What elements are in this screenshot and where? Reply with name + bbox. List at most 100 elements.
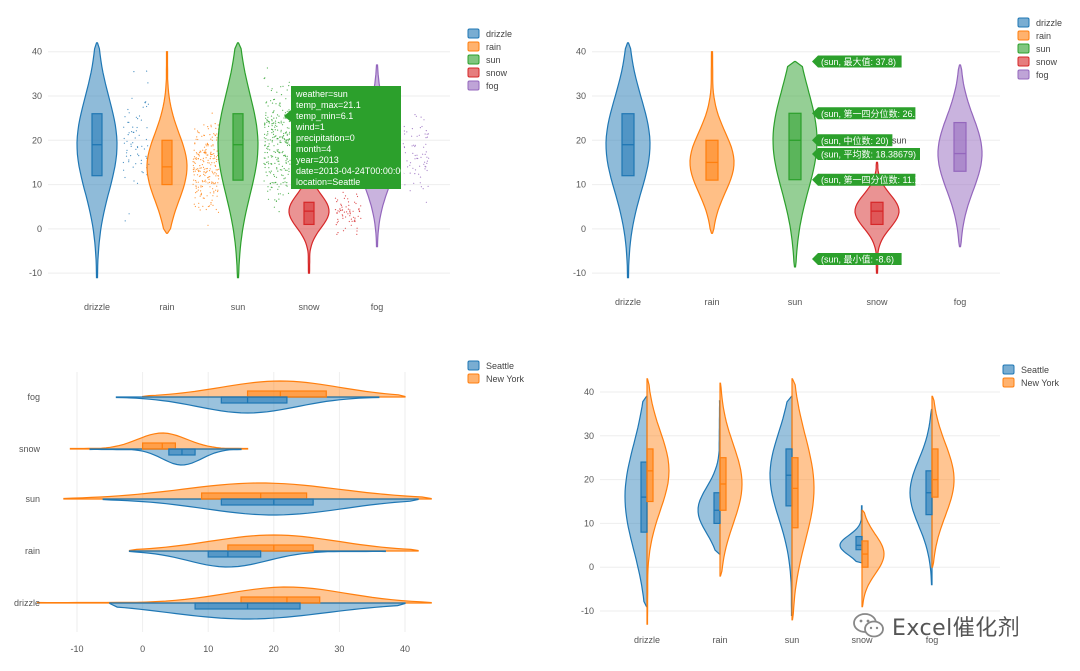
chart1-point [267, 146, 269, 148]
chart3-xtick-0: -10 [70, 644, 83, 654]
wechat-icon [853, 613, 884, 638]
chart1-point [356, 230, 358, 232]
chart1-point [288, 168, 290, 170]
chart1-point [282, 182, 284, 184]
chart1-point [281, 174, 283, 176]
chart1-point [264, 123, 266, 125]
chart1-point [214, 157, 216, 159]
chart1-point [214, 164, 216, 167]
chart1-point [426, 136, 428, 138]
chart1-point [280, 141, 282, 144]
chart4-ytick-1: 0 [589, 562, 594, 572]
chart1-point [213, 133, 215, 135]
chart1-point [203, 171, 205, 173]
chart1-point [284, 132, 287, 134]
chart1-point [137, 118, 139, 120]
chart1-point [419, 165, 421, 167]
chart2-sun-box [788, 112, 802, 181]
chart1-point [285, 98, 287, 100]
chart3-newyork-sun-box [201, 492, 308, 500]
chart1-point [216, 185, 218, 187]
chart1-point [271, 186, 273, 189]
chart1-point [336, 212, 338, 214]
chart1-point [210, 156, 212, 158]
chart1-point [196, 191, 198, 193]
chart3-ytick-1: rain [25, 546, 40, 556]
chart1-point [209, 168, 211, 170]
chart1-point [206, 195, 208, 197]
chart1-point [195, 168, 197, 170]
chart1-point [202, 181, 204, 183]
chart2-hover-series-label: sun [892, 135, 907, 145]
chart1-point [286, 110, 288, 112]
chart1-point [208, 170, 211, 172]
chart1-point [199, 150, 201, 152]
chart1-point [130, 145, 132, 147]
chart1-point [268, 167, 270, 169]
chart1-point [279, 169, 281, 171]
chart1-point [268, 171, 270, 173]
chart1-point [264, 126, 266, 128]
chart4-violin-seattle-snow [839, 505, 863, 564]
chart1-point [284, 112, 287, 114]
chart1-point [336, 233, 338, 235]
chart1-sun-box [232, 113, 244, 181]
chart1-point [268, 143, 270, 145]
chart1-point [337, 218, 339, 220]
chart2-hover-box-1 [812, 107, 916, 120]
chart1-point [264, 157, 266, 159]
chart1-point [268, 125, 270, 127]
chart1-point [275, 103, 277, 105]
chart1-point [276, 149, 278, 151]
chart1-point [286, 144, 289, 147]
chart1-point [347, 213, 349, 215]
chart1-point [274, 151, 276, 153]
chart4-legend-label-1: New York [1021, 378, 1060, 388]
chart1-point [271, 123, 273, 125]
chart1-point [126, 149, 128, 151]
chart1-point [278, 211, 280, 213]
chart1-point [195, 187, 197, 189]
chart2-legend-swatch-0 [1017, 17, 1030, 28]
chart1-point [360, 217, 362, 219]
chart1-point [341, 209, 343, 211]
chart1-point [275, 176, 278, 178]
chart1-point [287, 192, 290, 194]
chart1-point [193, 203, 195, 205]
chart3-newyork-drizzle-box [240, 596, 321, 604]
chart1-point [123, 137, 125, 140]
chart1-point [288, 85, 290, 87]
chart1-point [216, 150, 218, 152]
chart1-point [205, 149, 207, 151]
chart1-point [215, 175, 217, 177]
chart3-xtick-3: 20 [269, 644, 279, 654]
chart1-point [286, 157, 288, 159]
chart1-point [273, 99, 275, 101]
chart1-point [123, 142, 125, 144]
chart1-point [403, 130, 405, 132]
chart1-point [404, 184, 406, 186]
chart1-point [276, 150, 279, 152]
chart2-legend-swatch-3 [1017, 56, 1030, 67]
chart1-point [334, 197, 337, 199]
chart1-point [411, 145, 413, 147]
chart4-ytick-2: 10 [584, 518, 594, 528]
chart1-point [269, 189, 271, 191]
chart1-point [274, 120, 277, 122]
chart1-point [211, 182, 213, 184]
chart1-point [288, 170, 290, 173]
chart3-violin-seattle-fog [115, 396, 380, 414]
chart1-point [406, 160, 408, 162]
chart2-hover-text-2: (sun, 中位数: 20) [821, 135, 889, 146]
chart1-point [198, 152, 201, 154]
chart1-point [286, 139, 288, 141]
chart1-point [412, 167, 414, 169]
chart1-point [201, 180, 203, 182]
chart1-point [349, 210, 351, 213]
chart1-point [200, 194, 202, 196]
chart1-point [147, 145, 149, 147]
chart1-point [342, 217, 344, 219]
chart1-point [347, 208, 349, 210]
chart1-point [427, 133, 429, 135]
